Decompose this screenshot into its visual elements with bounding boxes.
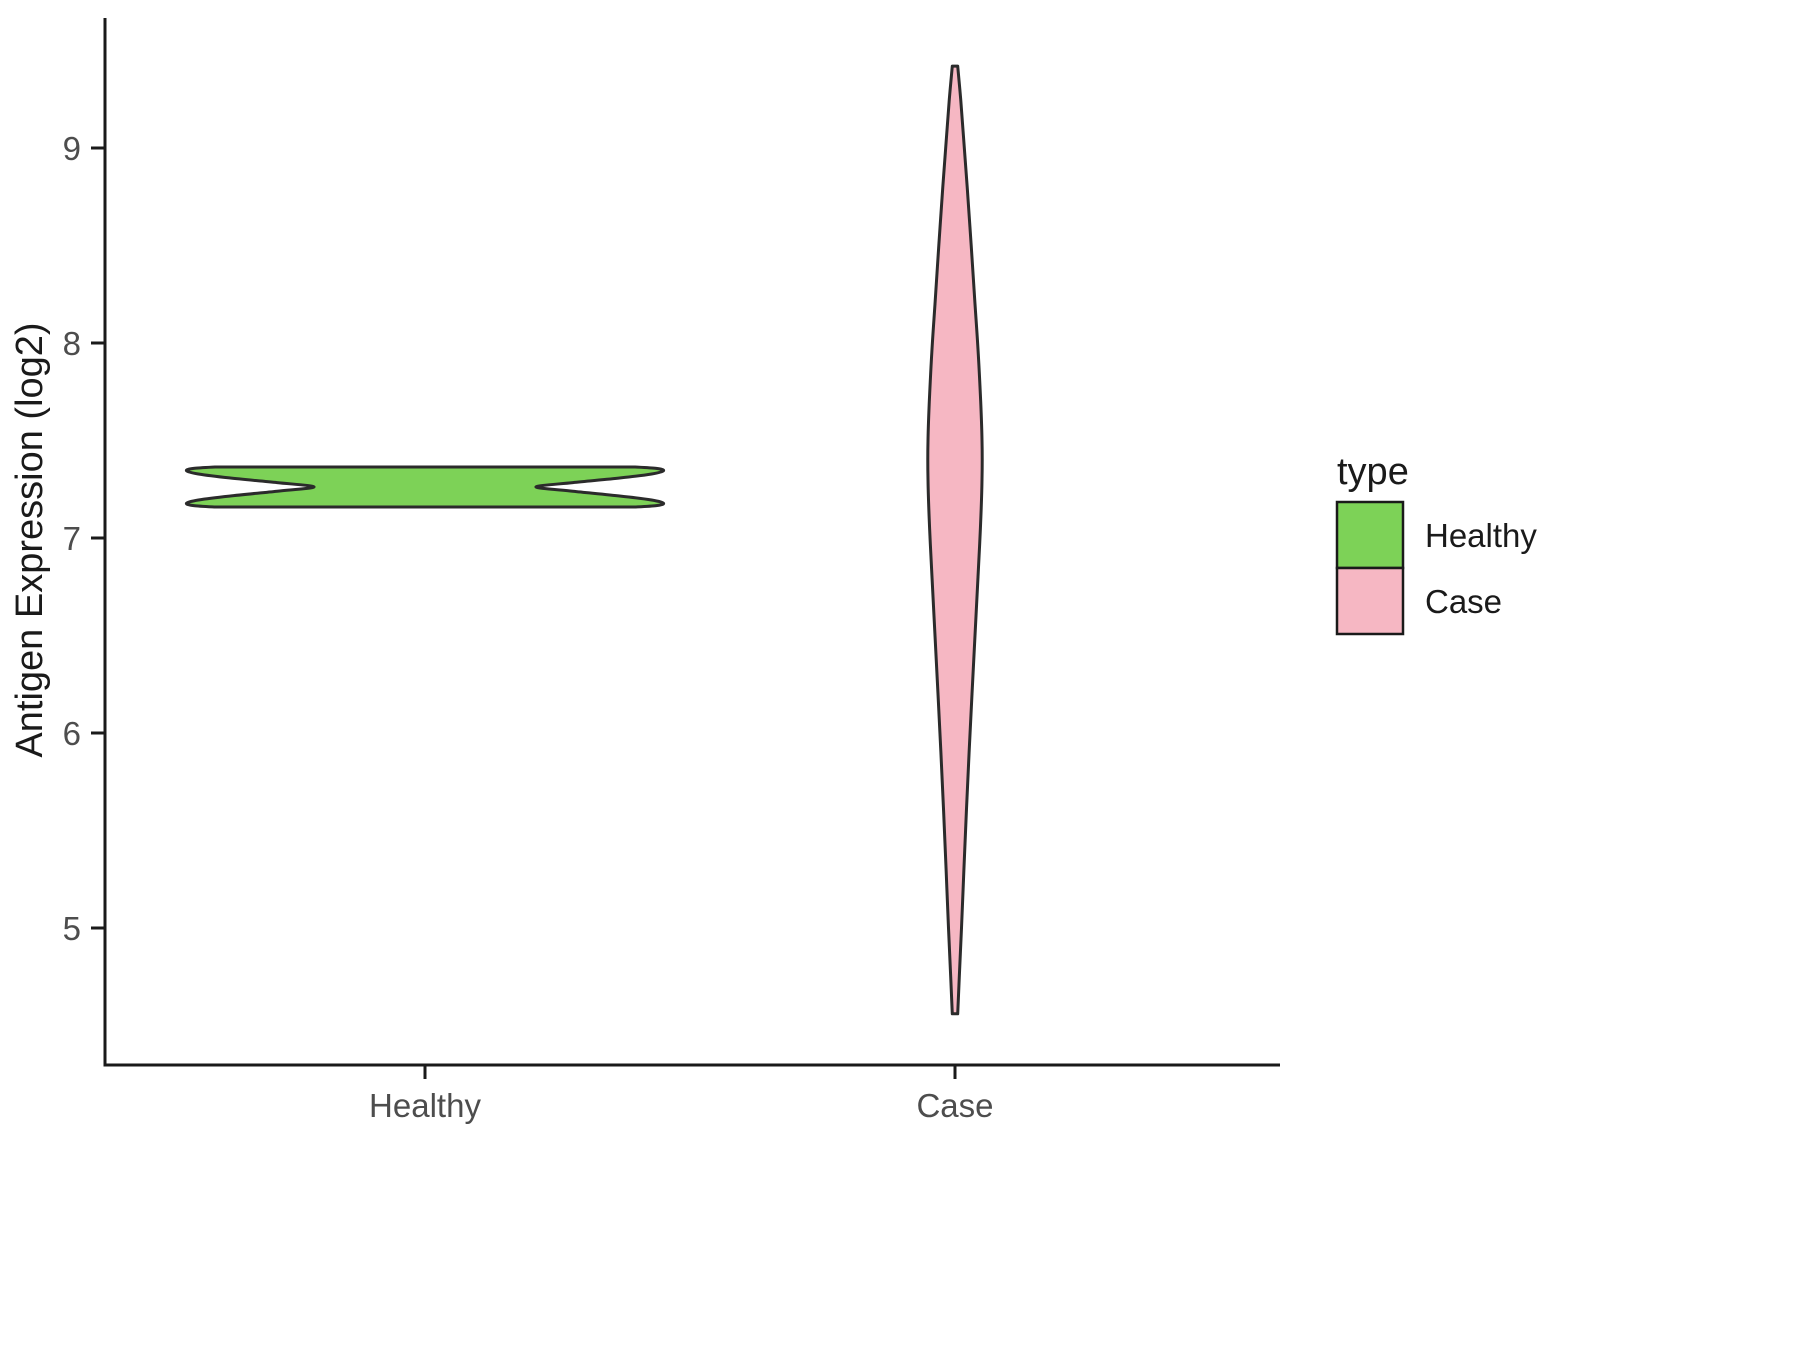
y-tick-label: 5 (63, 910, 81, 947)
y-tick-label: 6 (63, 715, 81, 752)
legend-entries: Healthy Case (1335, 500, 1537, 636)
axes: 5 6 7 8 9 Healthy Case (63, 18, 1280, 1124)
legend: type Healthy Case (1335, 451, 1537, 636)
violin-case (926, 64, 984, 1016)
x-tick-label: Case (916, 1087, 993, 1124)
legend-label-healthy: Healthy (1425, 517, 1537, 554)
legend-swatch-healthy (1335, 500, 1405, 570)
violins (184, 64, 984, 1016)
axis-lines (103, 18, 1280, 1067)
y-tick-label: 8 (63, 325, 81, 362)
y-tick-label: 7 (63, 520, 81, 557)
violin-healthy (184, 465, 666, 509)
legend-label-case: Case (1425, 583, 1502, 620)
x-tick-label: Healthy (369, 1087, 481, 1124)
y-axis-title: Antigen Expression (log2) (9, 322, 51, 757)
y-tick-label: 9 (63, 130, 81, 167)
legend-swatch-case (1335, 566, 1405, 636)
legend-title: type (1337, 451, 1409, 493)
